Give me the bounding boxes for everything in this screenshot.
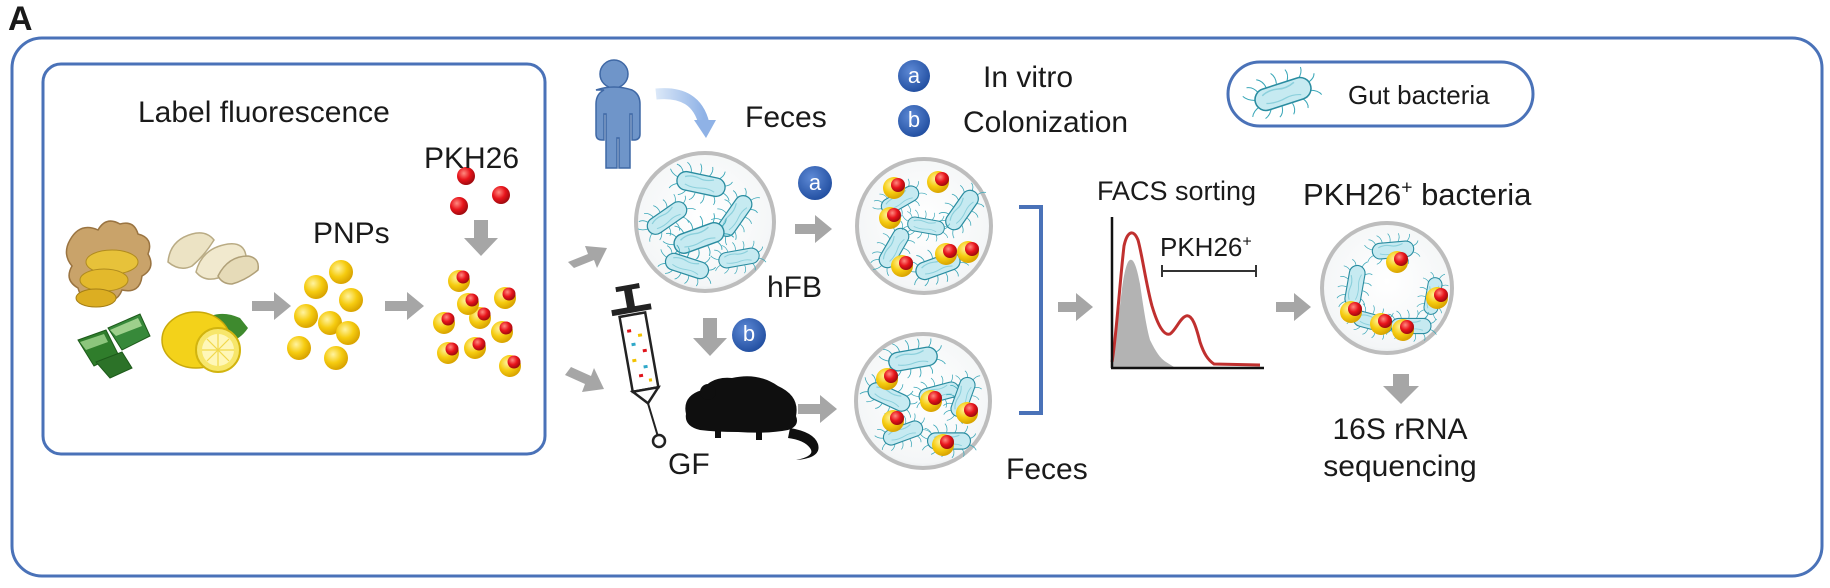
pkh26-sorted-dish bbox=[1320, 221, 1454, 355]
pkh26-drop bbox=[457, 167, 475, 185]
arrow-invitro bbox=[795, 215, 832, 243]
legend-badge-b-letter: b bbox=[907, 107, 921, 132]
labeled-pnp-dye bbox=[441, 312, 455, 326]
labeled-pnps bbox=[433, 270, 521, 377]
labeled-pnp-dye bbox=[1400, 320, 1414, 334]
labeled-pnp-dye bbox=[456, 270, 470, 284]
garlic-icon bbox=[167, 232, 260, 285]
legend-frame bbox=[1226, 60, 1535, 128]
feces-top-label: Feces bbox=[745, 101, 827, 134]
labeled-pnp-dye bbox=[499, 321, 513, 335]
pnps-label: PNPs bbox=[313, 217, 390, 250]
pnp-particle bbox=[294, 304, 318, 328]
pkh26-bacteria-title: PKH26+ bacteria bbox=[1303, 177, 1532, 212]
labeled-pnp-dye bbox=[884, 369, 898, 383]
sequencing-line-2: sequencing bbox=[1323, 450, 1477, 483]
pnp-particle bbox=[324, 346, 348, 370]
gf-label: GF bbox=[668, 448, 710, 481]
legend-badge-a bbox=[898, 60, 930, 92]
labeled-pnp-dye bbox=[472, 337, 486, 351]
pnp-particle bbox=[329, 260, 353, 284]
legend-badge-a-letter: a bbox=[907, 63, 921, 88]
colonization-dish bbox=[853, 332, 992, 470]
hfb-label: hFB bbox=[767, 271, 823, 304]
pnp-particles bbox=[287, 260, 363, 370]
gray-arrows bbox=[252, 215, 1419, 423]
arrow-to-gf bbox=[565, 367, 604, 392]
labeled-pnp-dye bbox=[887, 208, 901, 222]
labeled-pnp-dye bbox=[890, 411, 904, 425]
mouse-icon bbox=[685, 376, 819, 460]
arrow-person-to-dish bbox=[655, 88, 710, 126]
legend-badge-b bbox=[898, 105, 930, 137]
labeled-pnp-dye bbox=[940, 435, 954, 449]
labeled-pnp-dye bbox=[465, 293, 479, 307]
labeled-pnp-dye bbox=[899, 256, 913, 270]
histogram-icon bbox=[1110, 217, 1264, 370]
labeled-pnp-dye bbox=[928, 391, 942, 405]
facs-sorting-label: FACS sorting bbox=[1097, 176, 1257, 206]
arrow-to-sorted bbox=[1276, 293, 1311, 321]
arrow-colonization bbox=[693, 318, 727, 356]
panel-label: A bbox=[8, 0, 33, 38]
person-icon bbox=[595, 59, 641, 169]
label-fluorescence-title: Label fluorescence bbox=[138, 96, 390, 129]
labeled-pnp-dye bbox=[1348, 302, 1362, 316]
aloe-icon bbox=[77, 313, 151, 379]
labeled-pnp-dye bbox=[935, 172, 949, 186]
labeled-pnp-dye bbox=[1434, 288, 1448, 302]
ginger-icon bbox=[65, 220, 152, 308]
lemon-icon bbox=[161, 311, 248, 373]
labeled-pnp-dye bbox=[965, 242, 979, 256]
flow-badge-b-letter: b bbox=[742, 321, 756, 346]
arrow-to-facs bbox=[1058, 293, 1093, 321]
flow-badge-a-letter: a bbox=[808, 170, 822, 195]
flow-badge-b bbox=[732, 318, 766, 352]
labeled-pnp-dye bbox=[1378, 314, 1392, 328]
labeled-pnp-dye bbox=[502, 287, 516, 301]
legend-colonization-text: Colonization bbox=[963, 106, 1129, 139]
pnp-particle bbox=[339, 288, 363, 312]
arrow-food-to-pnps bbox=[252, 292, 291, 320]
arrow-to-hfb bbox=[568, 246, 607, 268]
labeled-pnp-dye bbox=[891, 178, 905, 192]
pkh26-dye-drops bbox=[450, 167, 510, 215]
labeled-pnp-dye bbox=[1394, 252, 1408, 266]
arrow-pnps-to-labeled bbox=[385, 292, 424, 320]
pnp-particle bbox=[336, 321, 360, 345]
invitro-dish bbox=[855, 157, 994, 295]
legend-gut-bacteria-text: Gut bacteria bbox=[1348, 80, 1490, 110]
arrow-to-sequencing bbox=[1383, 374, 1419, 404]
pkh26-drop bbox=[492, 186, 510, 204]
sequencing-line-1: 16S rRNA bbox=[1332, 413, 1468, 446]
labeled-pnp-dye bbox=[964, 403, 978, 417]
pkh26-gate-label: PKH26+ bbox=[1160, 232, 1252, 262]
labeled-pnp-dye bbox=[477, 307, 491, 321]
pnp-particle bbox=[318, 311, 342, 335]
flow-badge-a bbox=[798, 166, 832, 200]
pnp-particle bbox=[304, 275, 328, 299]
labeled-pnp-dye bbox=[507, 355, 521, 369]
outer-frame bbox=[10, 36, 1824, 578]
legend-invitro-text: In vitro bbox=[983, 61, 1074, 94]
labeled-pnp-dye bbox=[943, 244, 957, 258]
feces-bottom-label: Feces bbox=[1006, 453, 1088, 486]
label-fluorescence-frame bbox=[41, 62, 547, 456]
syringe-icon bbox=[611, 283, 661, 437]
pkh26-label: PKH26 bbox=[424, 142, 520, 175]
arrow-mouse-to-dish bbox=[798, 395, 837, 423]
merge-bracket bbox=[1019, 205, 1043, 415]
hfb-dish bbox=[631, 151, 776, 293]
gut-bacteria-icon bbox=[1237, 59, 1326, 129]
pkh26-drop bbox=[450, 197, 468, 215]
labeled-pnp-dye bbox=[445, 342, 459, 356]
pnp-particle bbox=[287, 336, 311, 360]
arrow-pkh26-down bbox=[464, 220, 498, 256]
